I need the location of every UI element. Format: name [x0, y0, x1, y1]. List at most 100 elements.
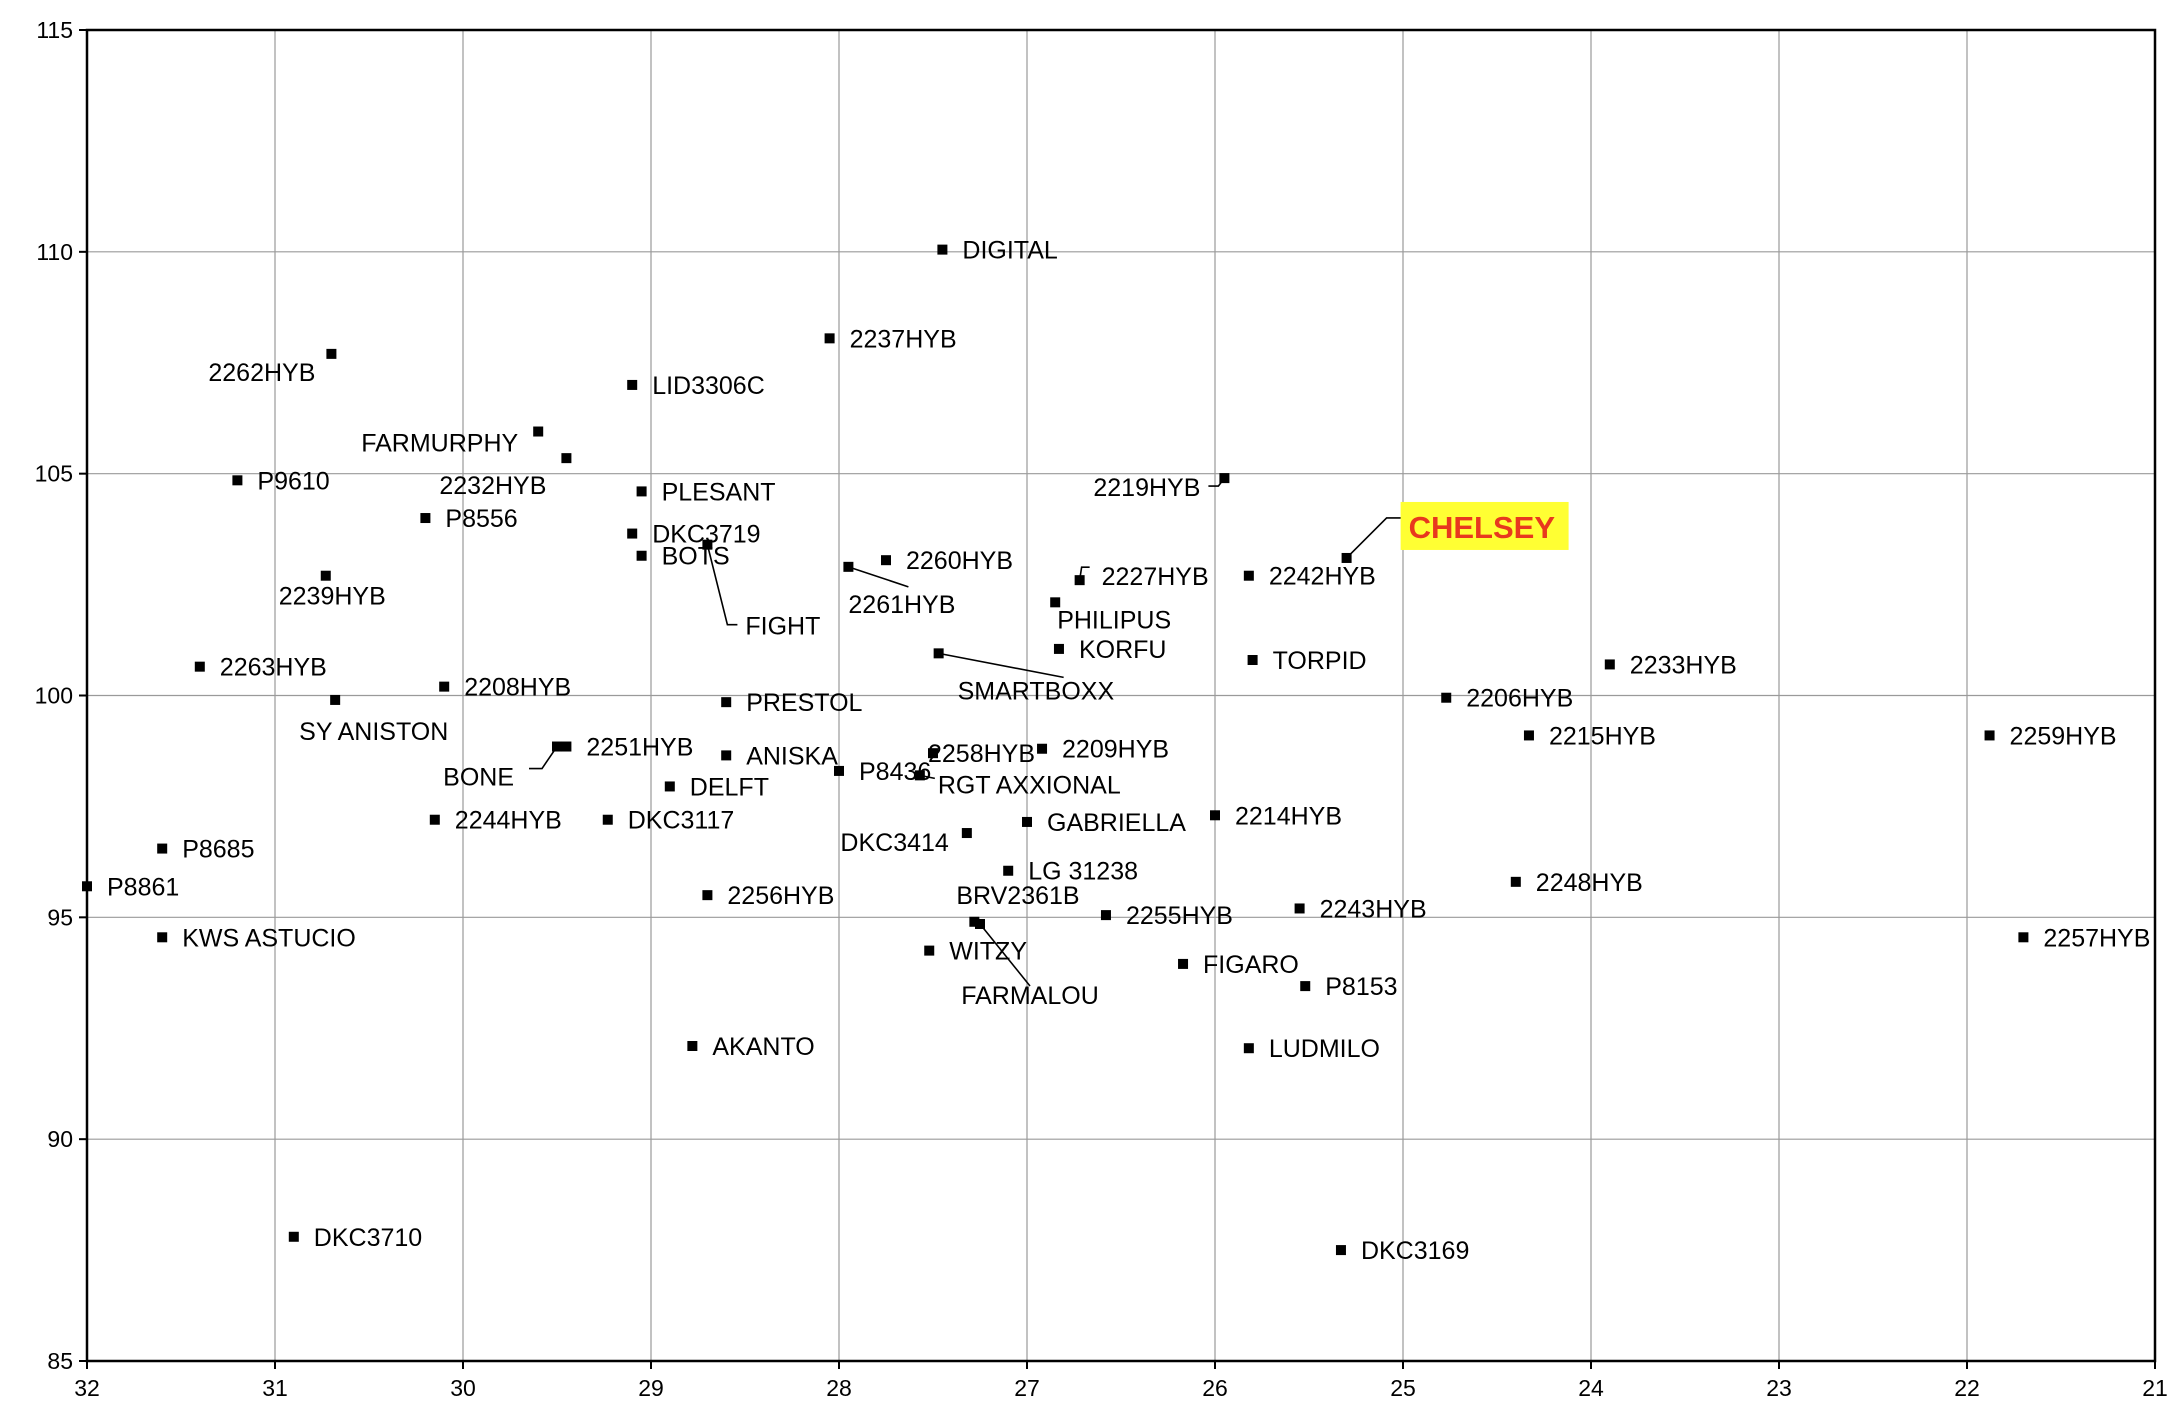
label-2244hyb: 2244HYB [455, 807, 562, 835]
point-korfu [1053, 643, 1064, 654]
label-sy-aniston: SY ANISTON [299, 718, 448, 746]
point-2232hyb [561, 453, 572, 464]
point-2257hyb [2018, 932, 2029, 943]
point-aniska [721, 750, 732, 761]
point-p8685 [157, 843, 168, 854]
point-farmurphy [533, 426, 544, 437]
label-p9610: P9610 [257, 467, 329, 495]
point-brv2361b [969, 916, 980, 927]
point-2261hyb [843, 561, 854, 572]
x-tick-label: 23 [1766, 1375, 1792, 1401]
point-2239hyb [320, 570, 331, 581]
point-labels: DIGITAL 2237HYB 2262HYB LID3306C FARMURPHY 22… [107, 237, 2150, 1265]
label-2262hyb: 2262HYB [208, 359, 315, 387]
label-kws-astucio: KWS ASTUCIO [182, 924, 356, 952]
label-2259hyb: 2259HYB [2010, 722, 2117, 750]
label-prestol: PRESTOL [746, 689, 862, 717]
label-2232hyb: 2232HYB [439, 472, 546, 500]
point-2227hyb [1074, 575, 1085, 586]
point-digital [937, 244, 948, 255]
label-farmurphy: FARMURPHY [361, 430, 518, 458]
leader-2261hyb [848, 566, 909, 588]
gridlines [87, 30, 2155, 1361]
point-2262hyb [326, 348, 337, 359]
point-sy-aniston [330, 694, 341, 705]
y-tick-label: 95 [47, 904, 73, 930]
point-fight [702, 539, 713, 550]
point-2256hyb [702, 890, 713, 901]
point-2244hyb [429, 814, 440, 825]
label-plesant: PLESANT [662, 478, 776, 506]
label-2208hyb: 2208HYB [464, 674, 571, 702]
label-2206hyb: 2206HYB [1466, 685, 1573, 713]
point-rgt-axxional [914, 770, 925, 781]
point-2219hyb [1219, 473, 1230, 484]
data-points [82, 244, 2029, 1256]
label-akanto: AKANTO [712, 1033, 814, 1061]
x-tick-label: 24 [1578, 1375, 1604, 1401]
label-2233hyb: 2233HYB [1630, 651, 1737, 679]
point-2259hyb [1984, 730, 1995, 741]
label-digital: DIGITAL [962, 237, 1057, 265]
label-ludmilo: LUDMILO [1269, 1035, 1380, 1063]
point-prestol [721, 697, 732, 708]
label-2215hyb: 2215HYB [1549, 722, 1656, 750]
plot-frame [85, 28, 2157, 1363]
label-2263hyb: 2263HYB [220, 654, 327, 682]
label-gabriella: GABRIELLA [1047, 809, 1186, 837]
label-farmalou: FARMALOU [961, 982, 1099, 1010]
point-akanto [687, 1040, 698, 1051]
point-lid3306c [627, 379, 638, 390]
label-2257hyb: 2257HYB [2043, 924, 2150, 952]
label-2260hyb: 2260HYB [906, 547, 1013, 575]
leader-bone [529, 746, 558, 770]
label-dkc3719: DKC3719 [652, 521, 760, 549]
x-tick-label: 22 [1954, 1375, 1980, 1401]
label-2242hyb: 2242HYB [1269, 563, 1376, 591]
label-fight: FIGHT [745, 613, 820, 641]
label-delft: DELFT [690, 773, 769, 801]
leader-fight [706, 544, 738, 626]
point-2209hyb [1037, 743, 1048, 754]
y-tick-label: 105 [35, 461, 73, 487]
point-p8861 [82, 881, 92, 892]
point-2255hyb [1100, 910, 1111, 921]
label-rgt-axxional: RGT AXXIONAL [938, 771, 1121, 799]
point-bots [636, 550, 647, 561]
point-2215hyb [1523, 730, 1534, 741]
point-delft [664, 781, 675, 792]
point-2263hyb [194, 661, 205, 672]
label-dkc3414: DKC3414 [840, 829, 948, 857]
label-p8861: P8861 [107, 873, 179, 901]
point-2258hyb [928, 748, 938, 759]
x-tick-label: 21 [2142, 1375, 2168, 1401]
point-farmalou [975, 918, 985, 929]
label-2251hyb: 2251HYB [586, 734, 693, 762]
label-2248hyb: 2248HYB [1536, 869, 1643, 897]
label-2243hyb: 2243HYB [1320, 895, 1427, 923]
point-2243hyb [1294, 903, 1305, 914]
highlight-box [1400, 501, 1569, 550]
label-2214hyb: 2214HYB [1235, 802, 1342, 830]
point-dkc3710 [288, 1231, 299, 1242]
point-2214hyb [1210, 810, 1220, 821]
label-bots: BOTS [662, 543, 730, 571]
point-bone [552, 741, 562, 752]
label-2256hyb: 2256HYB [727, 882, 834, 910]
x-tick-label: 31 [262, 1375, 288, 1401]
x-tick-label: 25 [1390, 1375, 1416, 1401]
point-dkc3169 [1335, 1245, 1346, 1256]
x-tick-label: 26 [1202, 1375, 1228, 1401]
point-dkc3414 [961, 828, 972, 839]
point-figaro [1178, 958, 1189, 969]
point-dkc3117 [602, 814, 613, 825]
point-2248hyb [1510, 876, 1521, 887]
x-tick-label: 32 [74, 1375, 100, 1401]
point-witzy [924, 945, 935, 956]
label-lg-31238: LG 31238 [1028, 858, 1138, 886]
y-tick-label: 100 [35, 683, 73, 709]
label-korfu: KORFU [1079, 636, 1167, 664]
label-2209hyb: 2209HYB [1062, 736, 1169, 764]
y-tick-label: 110 [36, 239, 73, 265]
x-tick-label: 29 [638, 1375, 664, 1401]
